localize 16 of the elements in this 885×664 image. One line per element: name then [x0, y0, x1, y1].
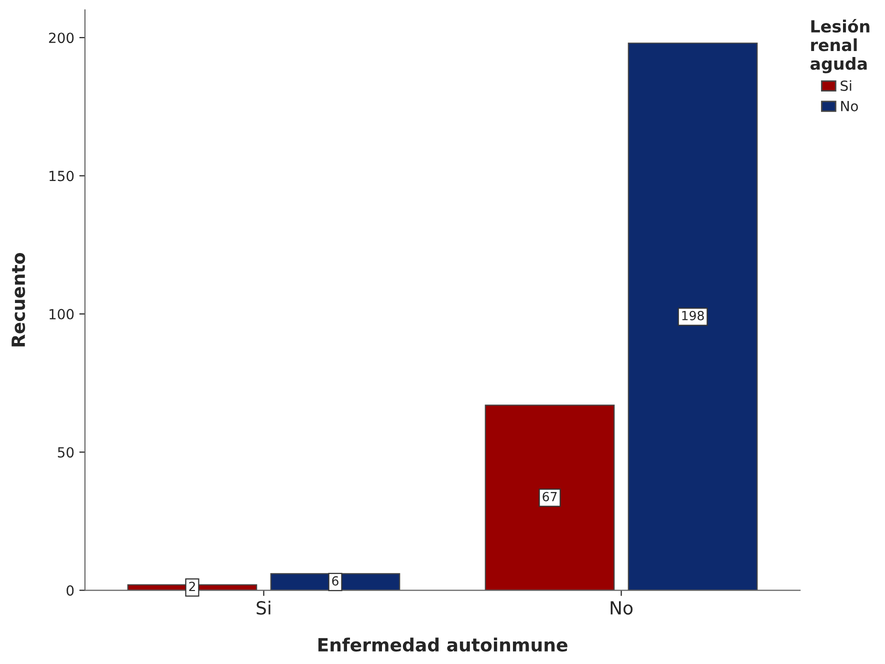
legend-label: Si: [840, 80, 852, 91]
data-label: 6: [332, 576, 338, 586]
legend-title: Lesión renal aguda: [810, 19, 870, 74]
y-tick-label: 100: [50, 308, 74, 320]
y-tick-label: 200: [49, 32, 74, 44]
y-tick-label: 50: [58, 447, 74, 458]
y-axis-title: Recuento: [12, 252, 26, 346]
data-label: 198: [682, 310, 704, 320]
legend-label: No: [841, 101, 858, 112]
y-tick-label: 150: [50, 170, 74, 182]
y-tick-label: 0: [66, 585, 74, 596]
data-label: 2: [189, 582, 195, 591]
bar: [628, 42, 758, 590]
data-label: 67: [542, 492, 557, 502]
x-axis-title: Enfermedad autoinmune: [318, 638, 568, 652]
bar: [484, 404, 615, 590]
